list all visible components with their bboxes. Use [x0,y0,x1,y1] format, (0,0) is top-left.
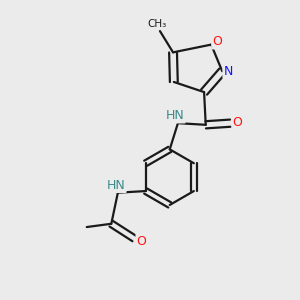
Text: CH₃: CH₃ [148,19,167,29]
Text: O: O [212,35,222,49]
Text: O: O [232,116,242,129]
Text: N: N [224,65,233,78]
Text: HN: HN [107,179,126,192]
Text: HN: HN [166,110,185,122]
Text: O: O [136,235,146,248]
